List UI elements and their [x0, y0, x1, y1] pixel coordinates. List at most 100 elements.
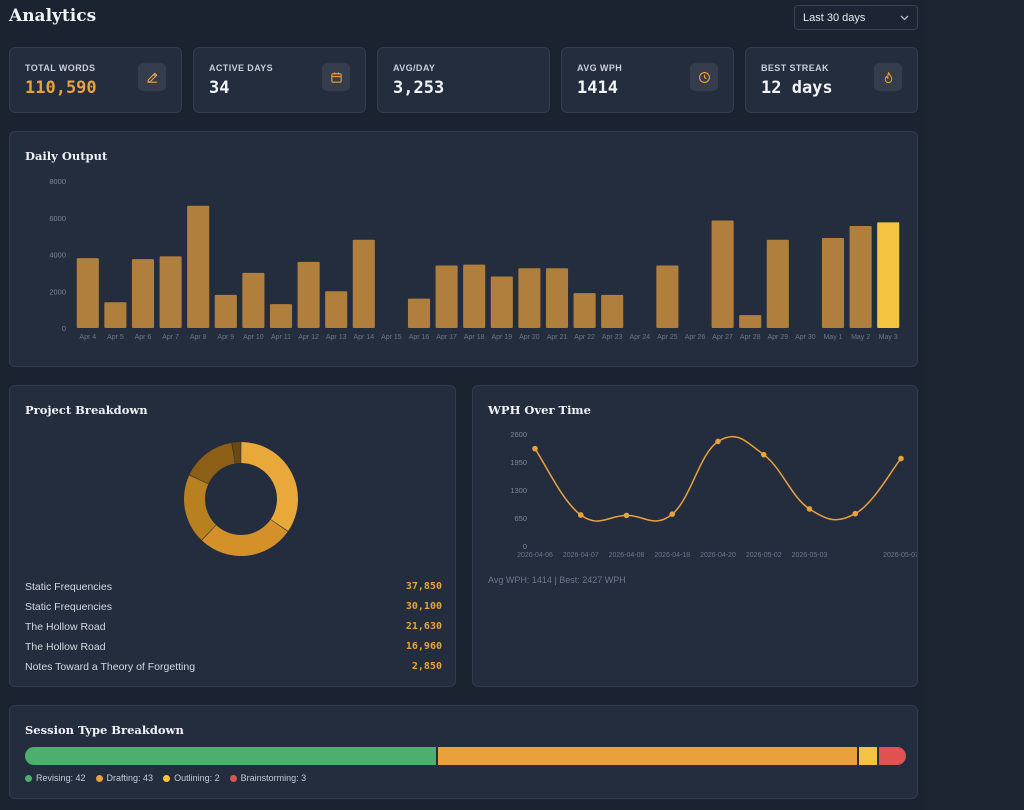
data-point [852, 510, 859, 517]
clock-icon [690, 63, 718, 91]
x-tick-label: Apr 12 [298, 334, 319, 341]
x-tick-label: Apr 14 [353, 334, 374, 341]
session-breakdown-title: Session Type Breakdown [25, 723, 184, 737]
x-tick-label: Apr 18 [464, 334, 485, 341]
wph-card: WPH Over Time 0 650 1300 1950 2600 2026-04-06… [472, 385, 918, 687]
x-tick-label: Apr 30 [795, 334, 816, 341]
wph-line [534, 435, 902, 522]
x-tick-label: Apr 15 [381, 334, 402, 341]
donut-slice [189, 442, 235, 484]
x-tick-label: May 3 [879, 334, 898, 341]
donut-slice [241, 442, 298, 532]
x-tick-label: Apr 13 [326, 334, 347, 341]
bar [104, 302, 127, 328]
stat-value: 3,253 [393, 78, 445, 98]
bar [573, 293, 596, 328]
daily-output-card: Daily Output 0 2000 4000 6000 8000 Apr 4 Apr 5… [9, 131, 918, 367]
x-tick-label: Apr 29 [767, 334, 788, 341]
x-tick-label: Apr 4 [79, 334, 96, 341]
data-point [623, 512, 630, 519]
x-tick-label: 2026-04-06 [517, 552, 553, 559]
data-point [760, 451, 767, 458]
page-title: Analytics [9, 6, 97, 26]
wph-summary: Avg WPH: 1414 | Best: 2427 WPH [488, 575, 626, 585]
project-name: Notes Toward a Theory of Forgetting [25, 661, 196, 673]
x-tick-label: Apr 23 [602, 334, 623, 341]
project-name: Static Frequencies [25, 601, 112, 613]
x-tick-label: 2026-05-02 [746, 552, 782, 559]
bar [407, 298, 431, 328]
project-name: Static Frequencies [25, 581, 112, 593]
stat-value: 110,590 [25, 78, 97, 98]
bar [242, 272, 265, 328]
stat-label: ACTIVE DAYS [209, 63, 274, 73]
legend-dot [25, 774, 32, 782]
wph-title: WPH Over Time [488, 403, 591, 417]
x-tick-label: May 2 [851, 334, 870, 341]
data-point [898, 455, 904, 462]
legend-dot [163, 774, 171, 782]
donut-slice [201, 519, 288, 556]
bar [656, 265, 679, 328]
bar [877, 222, 900, 328]
x-tick-label: Apr 27 [712, 334, 733, 341]
x-tick-label: Apr 6 [135, 334, 152, 341]
x-tick-label: 2026-05-07 [883, 552, 917, 559]
y-tick-label: 0 [62, 324, 66, 333]
x-tick-label: Apr 5 [107, 334, 124, 341]
legend-label: Brainstorming: 3 [240, 773, 307, 783]
y-tick-label: 650 [514, 514, 527, 523]
data-point [577, 512, 584, 518]
project-row: Static Frequencies 30,100 [25, 598, 442, 618]
bar [490, 276, 513, 328]
stat-card-total-words: TOTAL WORDS 110,590 [9, 47, 182, 113]
x-tick-label: Apr 11 [271, 334, 291, 341]
bar [849, 226, 872, 328]
bar [518, 268, 541, 328]
data-point [806, 506, 813, 512]
legend-dot [229, 774, 237, 782]
project-row: Notes Toward a Theory of Forgetting 2,85… [25, 658, 442, 678]
stat-label: AVG/DAY [393, 63, 436, 73]
bar [76, 258, 99, 328]
legend-label: Revising: 42 [36, 773, 86, 783]
bar [297, 261, 320, 328]
x-tick-label: Apr 26 [685, 334, 706, 341]
date-range-select[interactable]: Last 30 days [794, 5, 918, 30]
bar [131, 259, 155, 328]
stat-card-avg-wph: AVG WPH 1414 [561, 47, 734, 113]
bar [214, 294, 237, 328]
project-words: 30,100 [405, 601, 442, 612]
bar [711, 220, 734, 328]
legend-item: Drafting: 43 [95, 773, 153, 783]
session-legend: Revising: 42 Drafting: 43 Outlining: 2 Brai… [25, 773, 306, 783]
session-segment [857, 747, 877, 765]
date-range-value: Last 30 days [803, 11, 866, 24]
y-tick-label: 2000 [49, 287, 66, 296]
data-point [669, 511, 676, 517]
project-name: The Hollow Road [25, 641, 106, 653]
chevron-down-icon [899, 13, 909, 23]
stat-label: BEST STREAK [761, 63, 829, 73]
donut-slice [232, 442, 241, 464]
x-tick-label: Apr 7 [162, 334, 179, 341]
project-words: 21,630 [405, 621, 442, 632]
bar [463, 264, 486, 328]
legend-item: Revising: 42 [25, 773, 86, 783]
session-segment [25, 747, 437, 765]
y-tick-label: 6000 [49, 214, 66, 223]
project-words: 2,850 [411, 661, 442, 672]
x-tick-label: Apr 20 [519, 334, 540, 341]
session-segment-bar [25, 747, 906, 765]
project-breakdown-title: Project Breakdown [25, 403, 148, 417]
x-tick-label: Apr 9 [217, 334, 234, 341]
stat-value: 1414 [577, 78, 618, 98]
bar [545, 268, 569, 328]
x-tick-label: 2026-04-07 [563, 552, 599, 559]
x-tick-label: Apr 17 [436, 334, 457, 341]
bar [159, 256, 182, 328]
project-row: The Hollow Road 21,630 [25, 618, 442, 638]
stat-card-avg-day: AVG/DAY 3,253 [377, 47, 550, 113]
y-tick-label: 1300 [510, 486, 527, 495]
bar [187, 205, 210, 328]
